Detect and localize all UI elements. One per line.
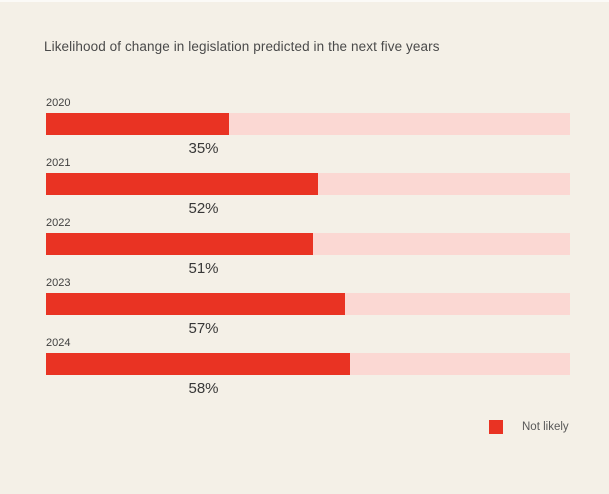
bar-row-2020: 2020 35% (46, 97, 570, 157)
bar-track (46, 293, 570, 315)
bar-fill-not-likely (46, 173, 319, 195)
chart-title: Likelihood of change in legislation pred… (44, 39, 440, 54)
value-label: 35% (188, 140, 219, 157)
year-label: 2022 (46, 217, 71, 229)
bar-fill-not-likely (46, 353, 350, 375)
legend-swatch-not-likely (489, 420, 503, 434)
year-label: 2020 (46, 97, 71, 109)
bar-row-2022: 2022 51% (46, 217, 570, 277)
bar-row-2024: 2024 58% (46, 337, 570, 397)
bar-row-2021: 2021 52% (46, 157, 570, 217)
bar-track (46, 173, 570, 195)
bar-track (46, 353, 570, 375)
legend: Not likely (489, 420, 569, 434)
bar-track (46, 113, 570, 135)
value-label: 52% (188, 200, 219, 217)
value-label: 57% (188, 320, 219, 337)
value-label: 51% (188, 260, 219, 277)
value-label: 58% (188, 380, 219, 397)
bar-fill-not-likely (46, 233, 314, 255)
bar-track (46, 233, 570, 255)
bar-row-2023: 2023 57% (46, 277, 570, 337)
legend-label: Not likely (522, 421, 569, 433)
top-edge-highlight (0, 0, 609, 2)
year-label: 2021 (46, 157, 71, 169)
bar-fill-not-likely (46, 113, 230, 135)
year-label: 2024 (46, 337, 71, 349)
bar-fill-not-likely (46, 293, 345, 315)
year-label: 2023 (46, 277, 71, 289)
